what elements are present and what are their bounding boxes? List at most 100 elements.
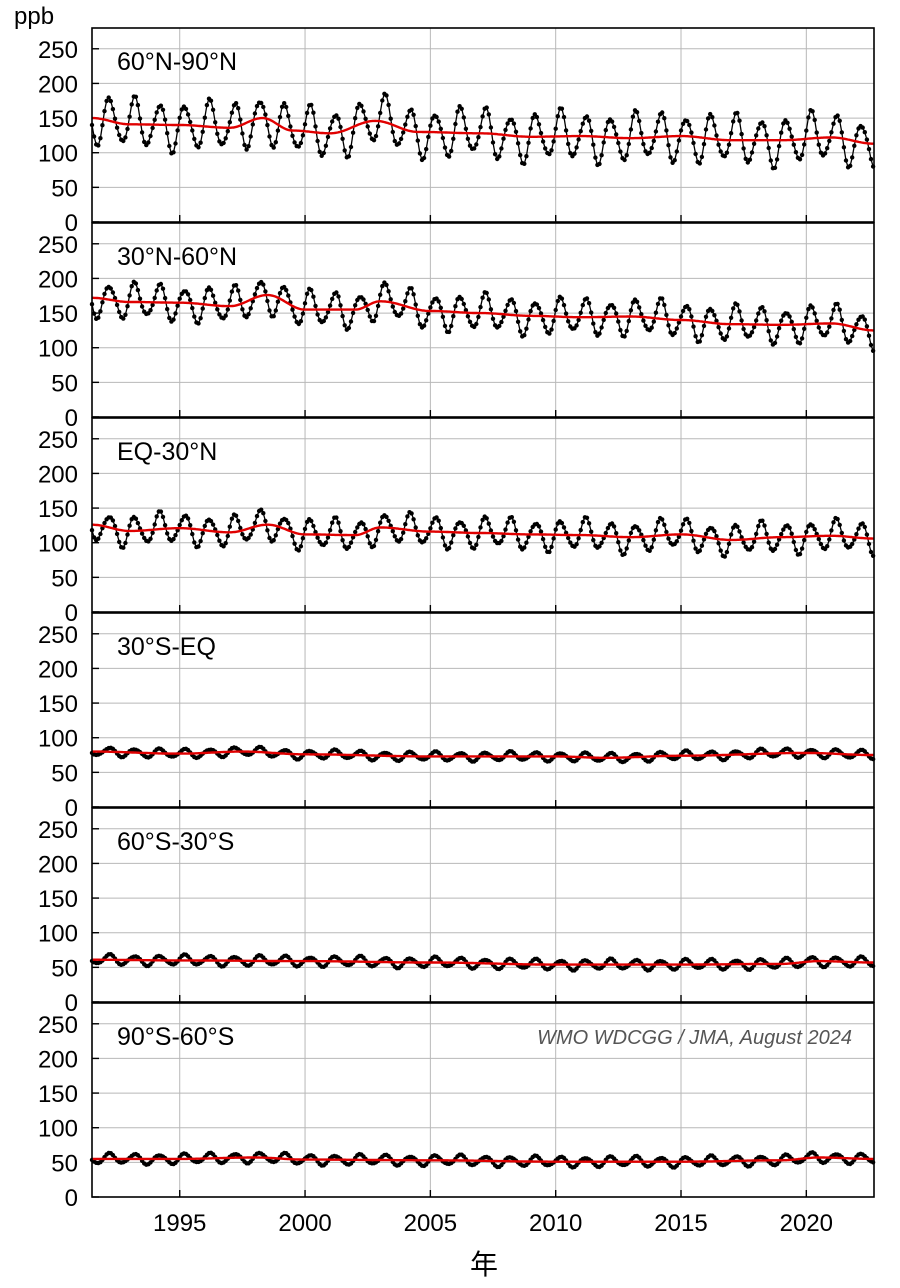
x-tick-label: 2020	[780, 1210, 833, 1237]
monthly-point	[499, 319, 504, 325]
monthly-point	[509, 117, 514, 123]
monthly-point	[424, 318, 429, 323]
monthly-point	[568, 540, 573, 545]
monthly-point	[678, 314, 684, 319]
y-tick-label: 150	[38, 1081, 78, 1108]
monthly-point	[538, 529, 544, 534]
x-tick-label: 2010	[529, 1210, 582, 1237]
monthly-point	[649, 545, 654, 550]
monthly-point	[816, 536, 821, 542]
monthly-point	[497, 323, 502, 329]
monthly-point	[526, 534, 531, 539]
monthly-point	[353, 303, 358, 308]
monthly-point	[634, 110, 640, 115]
monthly-point	[340, 313, 345, 319]
monthly-point	[505, 520, 510, 525]
monthly-point	[536, 524, 542, 529]
y-tick-label: 100	[38, 1116, 78, 1143]
trend-series-line	[92, 116, 874, 145]
monthly-point	[265, 528, 270, 533]
monthly-point	[672, 158, 677, 163]
monthly-point	[852, 143, 857, 148]
monthly-point	[367, 131, 372, 136]
y-tick-label: 0	[65, 990, 78, 1017]
monthly-point	[839, 530, 844, 536]
monthly-point	[597, 544, 602, 549]
monthly-point	[825, 544, 830, 549]
monthly-point	[259, 507, 264, 512]
monthly-point	[584, 515, 590, 520]
monthly-point	[167, 315, 172, 321]
monthly-point	[373, 313, 379, 318]
monthly-point	[217, 312, 222, 317]
monthly-point	[123, 312, 128, 317]
monthly-point	[772, 546, 778, 552]
monthly-point	[428, 526, 433, 531]
monthly-point	[446, 329, 452, 335]
monthly-point	[371, 543, 377, 549]
monthly-point	[540, 536, 546, 542]
monthly-point	[114, 125, 120, 130]
y-tick-label: 50	[51, 1150, 78, 1177]
monthly-point	[662, 302, 667, 308]
monthly-point	[589, 310, 594, 315]
monthly-point	[263, 518, 268, 524]
monthly-point	[779, 532, 784, 537]
monthly-point	[378, 110, 383, 116]
monthly-point	[315, 535, 320, 540]
monthly-point	[152, 117, 157, 123]
monthly-point	[282, 101, 287, 106]
monthly-point	[154, 514, 159, 519]
monthly-point	[430, 520, 435, 525]
trend-series-line	[92, 293, 874, 332]
monthly-point	[315, 312, 320, 317]
monthly-point	[741, 540, 746, 545]
monthly-point	[584, 114, 590, 119]
monthly-point	[618, 327, 623, 333]
monthly-point	[110, 518, 116, 523]
monthly-point	[440, 535, 446, 540]
monthly-point	[311, 110, 316, 115]
monthly-point	[133, 94, 139, 100]
y-tick-label: 0	[65, 795, 78, 822]
y-tick-label: 100	[38, 141, 78, 168]
monthly-point	[768, 158, 773, 163]
y-tick-label: 0	[65, 1185, 78, 1212]
monthly-point	[476, 534, 481, 540]
monthly-point	[409, 107, 414, 112]
monthly-point	[622, 334, 627, 339]
monthly-point	[781, 527, 786, 532]
y-tick-label: 100	[38, 336, 78, 363]
monthly-point	[202, 295, 207, 301]
monthly-point	[678, 528, 684, 533]
monthly-point	[102, 291, 107, 297]
monthly-point	[563, 128, 569, 133]
monthly-point	[338, 529, 343, 534]
panel-frame	[91, 222, 875, 418]
monthly-point	[152, 522, 157, 527]
monthly-point	[852, 327, 857, 333]
monthly-point	[841, 538, 847, 543]
monthly-point	[139, 531, 145, 536]
monthly-point	[868, 549, 874, 555]
monthly-point	[467, 319, 473, 324]
monthly-point	[336, 294, 341, 299]
monthly-point	[361, 109, 366, 114]
monthly-point	[574, 542, 579, 547]
monthly-point	[273, 308, 278, 313]
monthly-point	[271, 538, 276, 543]
monthly-point	[252, 111, 258, 116]
monthly-point	[864, 137, 870, 142]
monthly-point	[384, 514, 389, 520]
monthly-point	[313, 529, 318, 535]
monthly-point	[505, 302, 510, 308]
monthly-point	[499, 146, 504, 151]
monthly-point	[330, 296, 335, 302]
monthly-point	[726, 541, 732, 546]
monthly-point	[812, 527, 817, 532]
monthly-point	[749, 330, 755, 335]
monthly-point	[198, 140, 203, 145]
monthly-point	[549, 327, 554, 332]
monthly-point	[261, 104, 266, 110]
